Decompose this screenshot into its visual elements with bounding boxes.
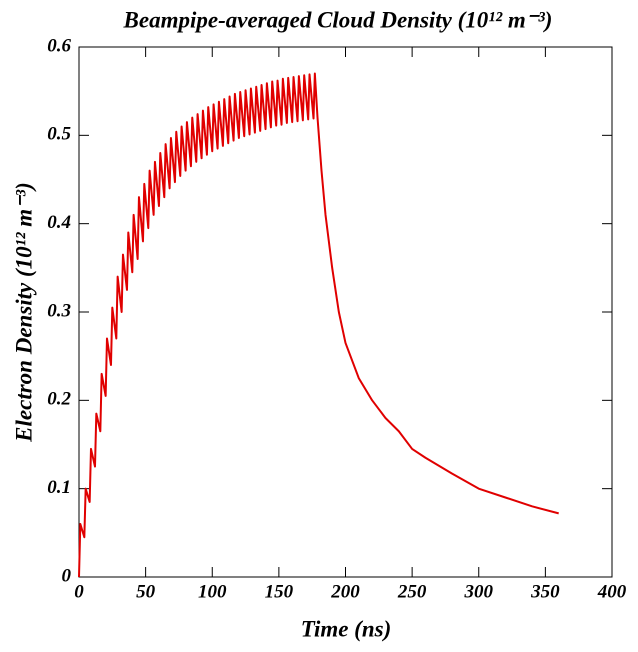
y-tick-label: 0.4 — [47, 212, 71, 233]
x-axis-label: Time (ns) — [301, 616, 392, 641]
x-tick-label: 400 — [597, 581, 627, 602]
y-tick-label: 0.3 — [47, 300, 71, 321]
x-tick-label: 100 — [198, 581, 227, 602]
y-tick-label: 0.1 — [47, 477, 71, 498]
y-tick-label: 0 — [62, 565, 72, 586]
x-tick-label: 350 — [530, 581, 560, 602]
x-tick-label: 200 — [330, 581, 360, 602]
x-tick-label: 250 — [397, 581, 427, 602]
x-tick-label: 50 — [136, 581, 156, 602]
x-tick-label: 0 — [74, 581, 84, 602]
y-tick-label: 0.6 — [47, 35, 71, 56]
y-tick-label: 0.5 — [47, 124, 71, 145]
y-axis-label: Electron Density (10¹² m⁻³) — [11, 182, 36, 443]
y-tick-label: 0.2 — [47, 389, 71, 410]
x-tick-label: 150 — [265, 581, 294, 602]
chart-title: Beampipe-averaged Cloud Density (10¹² m⁻… — [123, 7, 553, 32]
x-tick-label: 300 — [464, 581, 494, 602]
data-line — [78, 72, 559, 578]
